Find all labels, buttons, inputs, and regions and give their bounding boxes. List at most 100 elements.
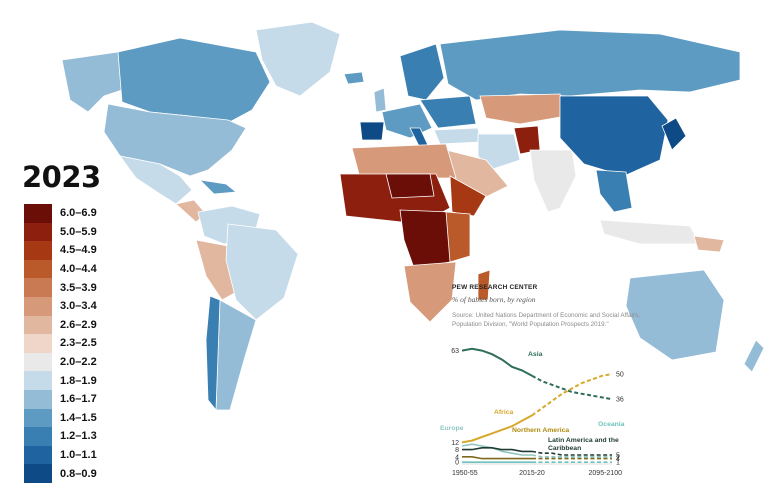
series-end-label: 2: [616, 455, 620, 462]
region-east-africa: [445, 211, 471, 263]
legend-label: 1.2–1.3: [60, 430, 97, 443]
series-line-historical: [461, 414, 533, 444]
legend-item: 3.5–3.9: [24, 278, 97, 297]
legend-swatch: [24, 315, 52, 335]
legend-item: 2.6–2.9: [24, 315, 97, 335]
legend-label: 3.0–3.4: [60, 300, 97, 313]
legend-swatch: [24, 259, 52, 279]
legend-item: 2.3–2.5: [24, 334, 97, 353]
region-usa: [103, 103, 247, 177]
region-scandinavia: [399, 43, 445, 101]
region-png: [693, 235, 725, 253]
x-tick-label: 2095-2100: [589, 470, 623, 477]
region-mainland-se-asia: [595, 169, 633, 213]
series-line-historical: [461, 443, 532, 456]
series-name-label: Northern America: [512, 427, 569, 434]
legend-swatch: [24, 222, 52, 242]
legend-label: 2.0–2.2: [60, 356, 97, 369]
legend-label: 4.0–4.4: [60, 263, 97, 276]
region-iceland: [343, 71, 365, 85]
series-end-label: 36: [616, 397, 624, 404]
region-caribbean: [198, 179, 238, 195]
region-australia: [625, 269, 725, 361]
region-central-africa: [399, 209, 451, 269]
region-canada: [117, 37, 271, 125]
series-end-label: 5: [616, 453, 620, 460]
legend-swatch: [24, 408, 52, 428]
series-name-label: Africa: [494, 409, 513, 416]
legend-swatch: [24, 371, 52, 390]
legend-label: 1.4–1.5: [60, 411, 97, 424]
region-mexico: [119, 155, 193, 205]
series-name-label: Latin America and the Caribbean: [548, 437, 619, 452]
region-korea-japan: [661, 117, 687, 151]
pew-info: PEW RESEARCH CENTER % of babies born, by…: [452, 284, 652, 329]
x-tick-label: 1950-55: [452, 470, 478, 477]
pew-title: PEW RESEARCH CENTER: [452, 284, 538, 291]
region-chile: [205, 295, 221, 412]
region-horn-of-africa: [449, 175, 487, 217]
region-north-africa: [351, 143, 457, 179]
legend-swatch: [24, 334, 52, 353]
series-line-projected: [531, 454, 612, 458]
region-eastern-europe: [419, 95, 477, 129]
legend-item: 1.8–1.9: [24, 371, 97, 390]
x-tick-label: 2015-20: [519, 470, 545, 477]
region-new-zealand: [743, 339, 765, 373]
region-india: [529, 149, 577, 213]
region-turkey: [433, 127, 481, 145]
region-alaska: [61, 51, 129, 113]
year-title: 2023: [22, 160, 101, 194]
region-kazakhstan: [479, 93, 567, 125]
legend-label: 0.8–0.9: [60, 467, 97, 480]
legend-label: 6.0–6.9: [60, 207, 97, 220]
region-madagascar: [477, 269, 491, 301]
region-western-europe: [381, 103, 433, 139]
pew-source: Source: United Nations Department of Eco…: [452, 312, 640, 328]
legend: 6.0–6.9 5.0–5.9 4.5–4.9 4.0–4.4 3.5–3.9 3.0–3…: [24, 204, 97, 483]
series-line-projected: [531, 450, 612, 456]
legend-swatch: [24, 241, 52, 260]
legend-item: 1.0–1.1: [24, 445, 97, 465]
legend-label: 5.0–5.9: [60, 225, 97, 238]
legend-item: 6.0–6.9: [24, 204, 97, 223]
legend-swatch: [24, 204, 52, 223]
legend-item: 1.4–1.5: [24, 408, 97, 428]
legend-swatch: [24, 278, 52, 297]
series-name-label: Oceania: [598, 421, 625, 428]
series-start-label: 12: [451, 440, 459, 447]
legend-swatch: [24, 296, 52, 316]
legend-label: 2.3–2.5: [60, 337, 97, 350]
pew-subtitle: % of babies born, by region: [452, 295, 536, 304]
region-southern-africa: [403, 261, 457, 323]
legend-swatch: [24, 389, 52, 409]
legend-swatch: [24, 464, 52, 483]
series-line-historical: [461, 347, 533, 377]
legend-swatch: [24, 352, 52, 372]
legend-item: 3.0–3.4: [24, 296, 97, 316]
legend-item: 2.0–2.2: [24, 352, 97, 372]
region-russia: [439, 29, 741, 101]
legend-label: 1.6–1.7: [60, 393, 97, 406]
legend-label: 1.0–1.1: [60, 449, 97, 462]
legend-label: 4.5–4.9: [60, 244, 97, 257]
region-iran: [477, 133, 521, 171]
series-name-label: Europe: [440, 425, 464, 432]
legend-swatch: [24, 445, 52, 465]
series-start-label: 63: [451, 348, 459, 355]
legend-item: 5.0–5.9: [24, 222, 97, 242]
region-uk: [373, 87, 387, 113]
region-greenland: [255, 21, 341, 97]
region-iberia: [359, 121, 385, 141]
legend-label: 1.8–1.9: [60, 374, 97, 387]
series-line-projected: [531, 374, 613, 401]
legend-item: 1.2–1.3: [24, 427, 97, 446]
legend-swatch: [24, 427, 52, 446]
region-brazil: [225, 223, 299, 321]
series-start-label: 0: [455, 460, 459, 467]
series-name-label: Asia: [528, 351, 543, 358]
region-china: [559, 95, 669, 177]
region-indonesia: [599, 219, 701, 245]
